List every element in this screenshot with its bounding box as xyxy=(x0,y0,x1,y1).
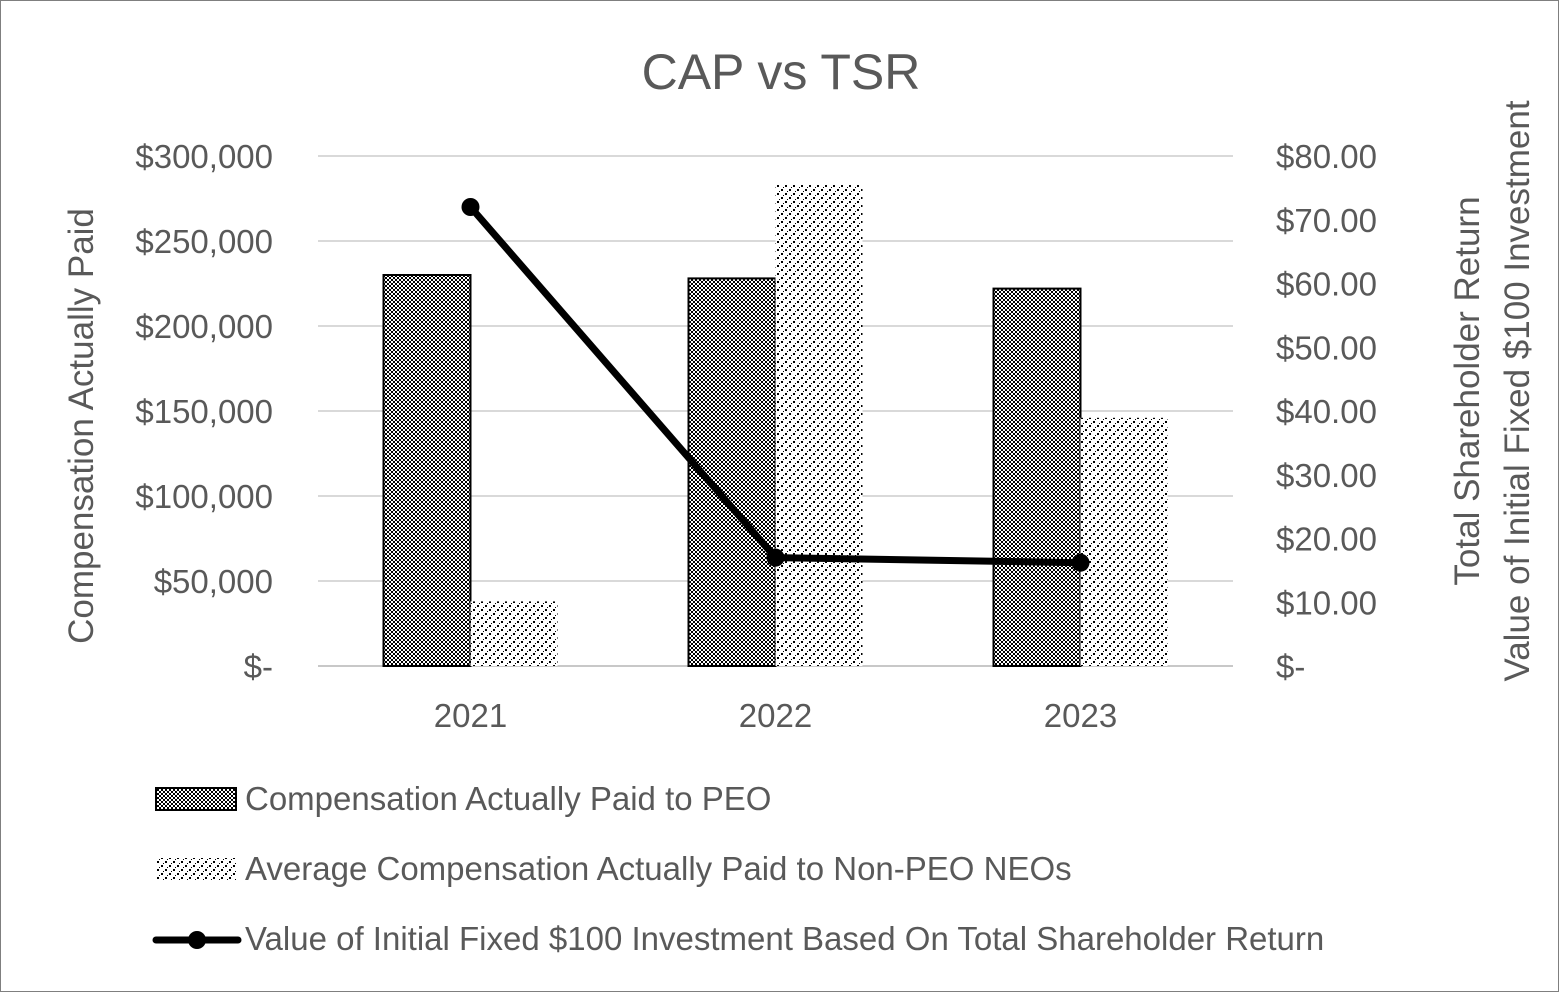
right-tick-label: $50.00 xyxy=(1276,329,1377,366)
right-tick-label: $60.00 xyxy=(1276,266,1377,303)
legend-swatch-peo xyxy=(155,787,237,811)
left-tick-label: $150,000 xyxy=(135,393,273,430)
left-tick-label: $- xyxy=(244,648,273,685)
legend: Compensation Actually Paid to PEO Averag… xyxy=(152,780,1324,957)
legend-label-tsr: Value of Initial Fixed $100 Investment B… xyxy=(245,920,1324,957)
legend-swatch-non-peo xyxy=(156,858,236,880)
right-tick-label: $20.00 xyxy=(1276,521,1377,558)
x-axis-ticks: 2021 2022 2023 xyxy=(434,697,1117,734)
left-axis-title: Compensation Actually Paid xyxy=(62,208,101,644)
legend-label-peo: Compensation Actually Paid to PEO xyxy=(245,780,771,817)
x-tick-label: 2023 xyxy=(1044,697,1117,734)
bar-peo xyxy=(992,287,1082,667)
left-tick-label: $200,000 xyxy=(135,308,273,345)
bar-peo xyxy=(382,274,472,667)
right-tick-label: $70.00 xyxy=(1276,202,1377,239)
left-tick-label: $100,000 xyxy=(135,478,273,515)
right-axis-title-line1: Total Shareholder Return xyxy=(1448,196,1487,585)
bar-non-peo xyxy=(1080,417,1168,666)
tsr-point xyxy=(1071,553,1090,572)
right-axis-ticks: $- $10.00 $20.00 $30.00 $40.00 $50.00 $60.00 $7… xyxy=(1276,138,1377,685)
tsr-point xyxy=(766,548,785,567)
right-tick-label: $80.00 xyxy=(1276,138,1377,175)
left-tick-label: $250,000 xyxy=(135,223,273,260)
left-tick-label: $300,000 xyxy=(135,138,273,175)
right-tick-label: $- xyxy=(1276,648,1305,685)
tsr-line-series xyxy=(461,198,1090,572)
right-tick-label: $10.00 xyxy=(1276,584,1377,621)
legend-label-non-peo: Average Compensation Actually Paid to No… xyxy=(245,850,1072,887)
bar-non-peo xyxy=(775,184,863,666)
x-tick-label: 2021 xyxy=(434,697,507,734)
right-tick-label: $30.00 xyxy=(1276,457,1377,494)
right-axis-title-line2: Value of Initial Fixed $100 Investment xyxy=(1498,100,1537,681)
left-axis-ticks: $- $50,000 $100,000 $150,000 $200,000 $250,00… xyxy=(135,138,273,685)
bars xyxy=(382,184,1168,667)
tsr-point xyxy=(461,198,480,216)
x-tick-label: 2022 xyxy=(739,697,812,734)
bar-non-peo xyxy=(470,601,558,666)
left-tick-label: $50,000 xyxy=(154,563,273,600)
right-tick-label: $40.00 xyxy=(1276,393,1377,430)
chart-title: CAP vs TSR xyxy=(642,44,921,100)
legend-swatch-tsr-marker xyxy=(188,931,206,949)
bar-peo xyxy=(687,277,777,667)
